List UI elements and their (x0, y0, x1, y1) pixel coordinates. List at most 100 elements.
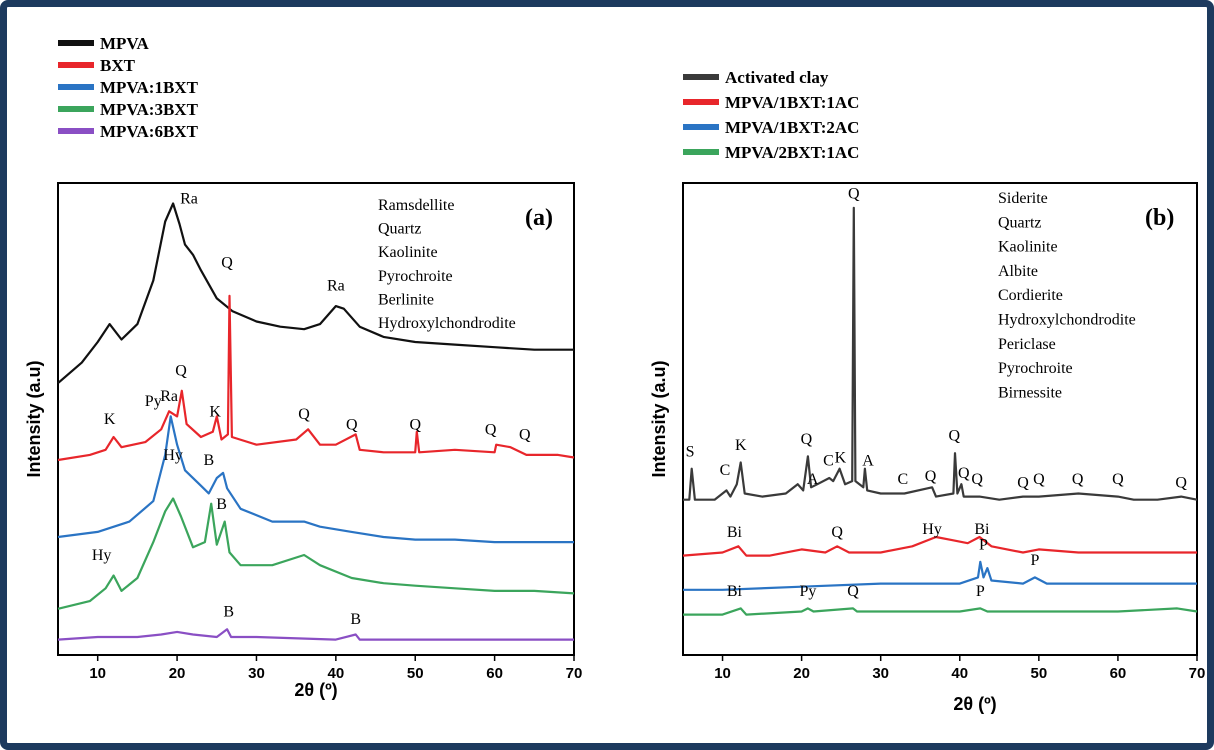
peak-label: Q (298, 406, 310, 423)
legend-swatch (58, 84, 94, 90)
series-line-0 (57, 202, 574, 384)
peak-label: K (104, 411, 116, 428)
series-line-2 (57, 415, 574, 544)
peak-label: B (223, 604, 234, 621)
series-line-3 (683, 607, 1198, 616)
legend: MPVA BXT MPVA:1BXT MPVA:3BXT MPVA:6BXT (58, 34, 199, 141)
peak-label: K (209, 403, 221, 420)
legend-label: MPVA:6BXT (100, 122, 199, 141)
plot-frame (682, 182, 1198, 656)
peak-label: Bi (974, 521, 990, 538)
peak-label: Q (221, 255, 233, 272)
peak-label: K (735, 437, 747, 454)
peak-label: Q (1033, 471, 1045, 488)
x-tick-label: 40 (951, 665, 968, 682)
legend-label: BXT (100, 56, 136, 75)
legend-swatch (683, 74, 719, 80)
series-line-1 (682, 535, 1197, 557)
peak-label: A (862, 453, 874, 470)
panel-a: 10 20 30 40 50 60 70 2θ (º) Intensity (a.u) Ra Q Ra… (24, 34, 582, 700)
peak-label: Q (801, 431, 813, 448)
peak-label: Ra (327, 278, 345, 295)
series-line-2 (683, 560, 1197, 591)
mineral-label: Quartz (998, 214, 1042, 231)
peak-label: A (807, 471, 819, 488)
x-tick-label: 30 (872, 665, 889, 682)
series-line-3 (57, 497, 575, 610)
series-line-0 (683, 206, 1198, 501)
peak-label: B (216, 496, 227, 513)
mineral-label: Birnessite (998, 384, 1062, 401)
peak-label: Q (958, 465, 970, 482)
peak-label: S (686, 443, 695, 460)
mineral-label: Periclase (998, 336, 1056, 353)
peak-label: Q (409, 416, 421, 433)
legend-swatch (683, 99, 719, 105)
x-axis-title: 2θ (º) (953, 694, 996, 714)
x-axis-title: 2θ (º) (294, 680, 337, 700)
mineral-label: Hydroxylchondrodite (998, 312, 1136, 329)
legend-label: MPVA:3BXT (100, 100, 199, 119)
peak-label: P (1030, 552, 1039, 569)
peak-label: Q (1017, 474, 1029, 491)
x-tick-label: 20 (793, 665, 810, 682)
mineral-label: Cordierite (998, 287, 1063, 304)
x-tick-label: 70 (1189, 665, 1206, 682)
mineral-label: Kaolinite (378, 244, 438, 261)
peak-label: Q (485, 421, 497, 438)
peak-label: B (350, 611, 361, 628)
mineral-label: Berlinite (378, 291, 434, 308)
mineral-label: Pyrochroite (378, 268, 453, 285)
x-tick-label: 50 (1031, 665, 1048, 682)
x-tick-label: 40 (328, 665, 345, 682)
peak-label: Q (346, 416, 358, 433)
peak-label: Q (519, 427, 531, 444)
peak-label: Bi (727, 583, 743, 600)
mineral-label: Albite (998, 263, 1038, 280)
legend-label: MPVA:1BXT (100, 78, 199, 97)
series-line-1 (57, 294, 575, 462)
peak-label: Q (1072, 471, 1084, 488)
x-tick-label: 60 (1110, 665, 1127, 682)
legend-label: MPVA/1BXT:1AC (725, 93, 859, 112)
peak-label: Ra (160, 388, 178, 405)
legend-swatch (58, 40, 94, 46)
mineral-label: Quartz (378, 221, 422, 238)
peak-label: Hy (163, 447, 183, 464)
peak-label: Q (971, 471, 983, 488)
mineral-label: Pyrochroite (998, 360, 1073, 377)
peak-label: Hy (92, 547, 112, 564)
peak-label: Q (925, 468, 937, 485)
series-line-4 (57, 628, 574, 641)
legend-swatch (58, 106, 94, 112)
x-tick-label: 60 (486, 665, 503, 682)
peak-label: Q (847, 583, 859, 600)
y-axis-title: Intensity (a.u) (649, 360, 669, 477)
peak-label: K (835, 449, 847, 466)
peak-label: Q (175, 362, 187, 379)
peak-label: Hy (922, 521, 942, 538)
peak-label: P (979, 536, 988, 553)
legend: Activated clay MPVA/1BXT:1AC MPVA/1BXT:2AC… (683, 68, 859, 162)
peak-label: B (203, 452, 214, 469)
mineral-label: Kaolinite (998, 239, 1058, 256)
peak-label: Q (948, 428, 960, 445)
peak-label: C (823, 453, 834, 470)
x-tick-label: 30 (248, 665, 265, 682)
peak-label: C (897, 471, 908, 488)
mineral-label: Hydroxylchondrodite (378, 315, 516, 332)
peak-label: Q (848, 186, 860, 203)
mineral-label: Ramsdellite (378, 197, 454, 214)
x-tick-label: 50 (407, 665, 424, 682)
legend-label: Activated clay (725, 68, 829, 87)
legend-swatch (683, 124, 719, 130)
peak-label: Py (799, 583, 816, 600)
peak-label: Ra (180, 191, 198, 208)
peak-label: Bi (727, 524, 743, 541)
peak-label: P (976, 583, 985, 600)
peak-label: Q (831, 524, 843, 541)
y-axis-title: Intensity (a.u) (24, 360, 44, 477)
legend-swatch (58, 62, 94, 68)
